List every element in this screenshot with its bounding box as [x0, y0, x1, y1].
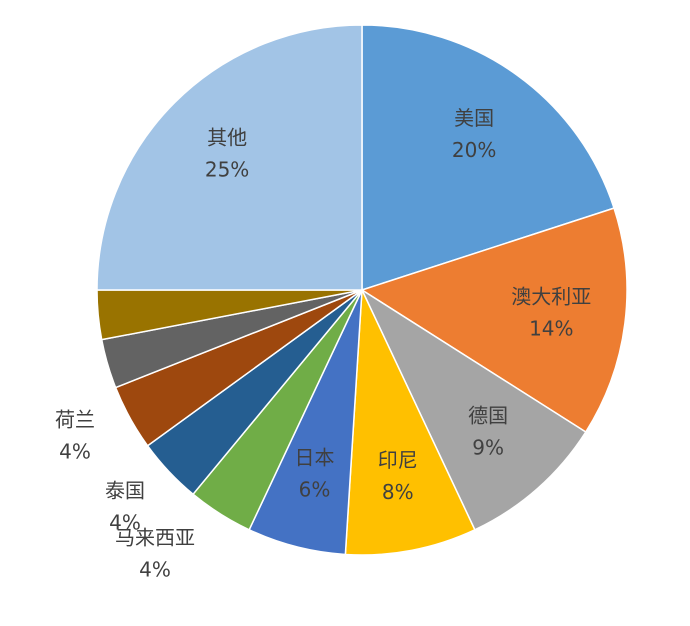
slice-label: 泰国 — [105, 479, 145, 503]
slice-value-label: 20% — [452, 138, 496, 162]
slice-label: 马来西亚 — [115, 526, 195, 550]
slice-label: 德国 — [468, 404, 508, 428]
slice-label: 其他 — [207, 126, 247, 150]
slice-label: 澳大利亚 — [511, 284, 591, 308]
slice-label: 美国 — [454, 106, 494, 130]
slice-value-label: 4% — [59, 440, 91, 464]
slice-value-label: 4% — [139, 558, 171, 582]
pie-slice — [361, 24, 615, 292]
slice-value-label: 14% — [529, 316, 573, 340]
pie-slice — [360, 207, 628, 434]
slice-value-label: 4% — [109, 511, 141, 535]
pie-slice — [344, 289, 476, 556]
slice-label: 印尼 — [378, 448, 418, 472]
slice-value-label: 8% — [382, 480, 414, 504]
slice-value-label: 25% — [205, 158, 249, 182]
slice-label: 荷兰 — [55, 408, 95, 432]
slice-value-label: 6% — [299, 477, 331, 501]
slice-label: 日本 — [295, 445, 335, 469]
pie-slice — [96, 24, 363, 291]
slice-value-label: 9% — [472, 436, 504, 460]
pie-slice — [360, 287, 587, 531]
